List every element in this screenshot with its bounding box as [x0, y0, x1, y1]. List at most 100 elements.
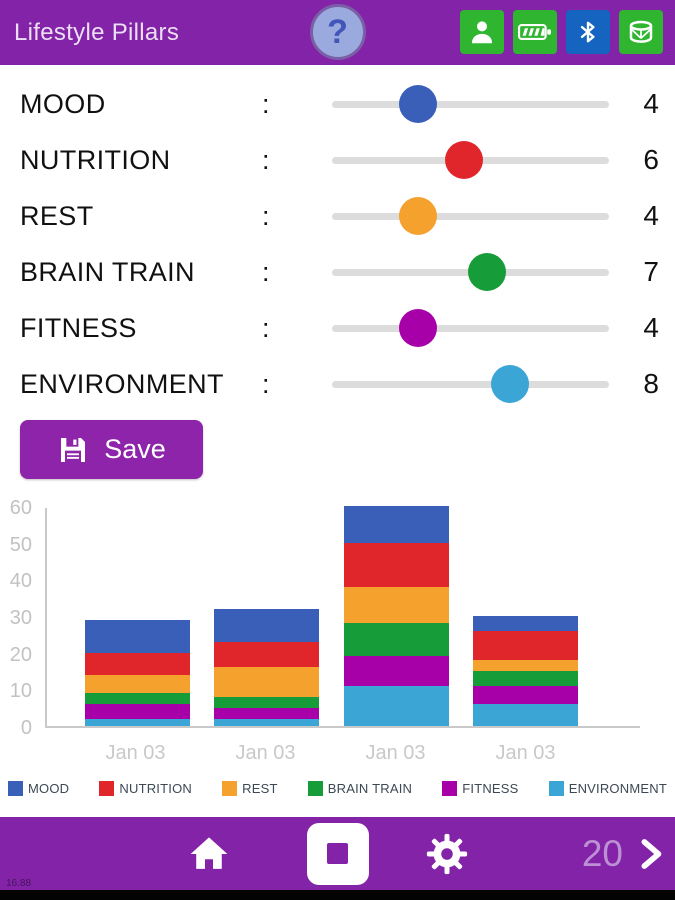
x-tick-label: Jan 03 [105, 742, 166, 764]
y-tick-label: 30 [9, 607, 32, 629]
home-icon [190, 836, 228, 869]
brain-train-slider-track[interactable] [332, 253, 609, 291]
bar-segment-environment [343, 685, 449, 726]
save-button-label: Save [104, 434, 166, 464]
y-tick-label: 40 [9, 570, 32, 593]
legend-swatch [307, 781, 323, 796]
x-tick-label: Jan 03 [365, 742, 426, 764]
bar-segment-fitness [214, 707, 320, 719]
bar-segment-rest [85, 674, 190, 694]
status-icon-group [460, 10, 663, 54]
header: Lifestyle Pillars ? [0, 0, 675, 65]
stop-square-icon [327, 843, 348, 864]
brain-train-label: BRAIN TRAIN [20, 256, 195, 287]
legend-label: NUTRITION [119, 781, 192, 796]
separator: : [262, 200, 270, 231]
brain-train-slider-knob[interactable] [468, 253, 506, 291]
y-tick-label: 20 [9, 643, 32, 666]
mood-value: 4 [643, 88, 659, 119]
chart-legend: MOOD NUTRITION REST BRAIN TRAIN FITNESS ENVIR… [0, 781, 675, 796]
fitness-slider-knob[interactable] [399, 309, 437, 347]
stacked-bar [343, 506, 449, 726]
bar-segment-brain-train [343, 623, 449, 657]
legend-item: BRAIN TRAIN [307, 781, 412, 796]
bar-segment-environment [472, 704, 578, 726]
separator: : [262, 312, 270, 343]
legend-item: MOOD [8, 781, 69, 796]
nutrition-slider-knob[interactable] [445, 141, 483, 179]
legend-item: FITNESS [442, 781, 518, 796]
save-button[interactable]: Save [20, 420, 203, 479]
bar-segment-brain-train [472, 671, 578, 686]
y-tick-label: 0 [20, 717, 32, 739]
separator: : [262, 256, 270, 287]
slider-row-mood: MOOD : 4 [0, 76, 675, 132]
mood-label: MOOD [20, 88, 106, 119]
separator: : [262, 88, 270, 119]
legend-item: ENVIRONMENT [548, 781, 667, 796]
bar-segment-fitness [85, 704, 190, 719]
legend-swatch [442, 781, 458, 796]
legend-label: MOOD [28, 781, 70, 796]
nutrition-value: 6 [643, 144, 659, 175]
nutrition-slider-track[interactable] [332, 141, 609, 179]
stacked-bar [85, 619, 190, 726]
legend-swatch [8, 781, 23, 796]
chevron-right-icon [641, 838, 662, 869]
bar-segment-rest [472, 660, 578, 672]
legend-label: FITNESS [462, 781, 519, 796]
slider-row-nutrition: NUTRITION : 6 [0, 132, 675, 188]
next-button[interactable] [633, 835, 667, 873]
bar-segment-rest [214, 667, 320, 697]
user-icon[interactable] [460, 10, 504, 54]
fitness-label: FITNESS [20, 312, 137, 343]
slider-row-rest: REST : 4 [0, 188, 675, 244]
page-title: Lifestyle Pillars [14, 18, 180, 46]
bar-segment-brain-train [85, 693, 190, 705]
mood-slider-knob[interactable] [399, 85, 437, 123]
environment-slider-knob[interactable] [491, 365, 529, 403]
home-button[interactable] [188, 833, 230, 875]
separator: : [262, 144, 270, 175]
user-glyph [472, 21, 492, 44]
bluetooth-glyph [580, 21, 595, 43]
legend-label: ENVIRONMENT [568, 781, 667, 796]
drum-icon[interactable] [619, 10, 663, 54]
gear-icon [426, 833, 468, 874]
debug-number: 16.88 [6, 878, 32, 889]
bar-segment-fitness [343, 656, 449, 686]
slider-row-brain-train: BRAIN TRAIN : 7 [0, 244, 675, 300]
slider-row-fitness: FITNESS : 4 [0, 300, 675, 356]
stacked-bar [472, 616, 578, 726]
bar-segment-fitness [472, 685, 578, 704]
bar-segment-environment [214, 718, 320, 726]
rest-slider-track[interactable] [332, 197, 609, 235]
bar-segment-rest [343, 586, 449, 624]
bottom-system-bar [0, 890, 675, 900]
legend-label: REST [242, 781, 278, 796]
y-tick-label: 50 [9, 533, 32, 556]
battery-icon[interactable] [513, 10, 557, 54]
environment-label: ENVIRONMENT [20, 368, 224, 399]
pillar-slider-list: MOOD : 4 NUTRITION : 6 REST : [0, 76, 675, 412]
rest-slider-knob[interactable] [399, 197, 437, 235]
page-counter: 20 [581, 832, 623, 874]
rest-value: 4 [643, 200, 659, 231]
help-button[interactable]: ? [309, 4, 366, 60]
mood-slider-track[interactable] [332, 85, 609, 123]
stop-button[interactable] [306, 822, 369, 885]
legend-swatch [222, 781, 238, 796]
environment-slider-track[interactable] [332, 365, 609, 403]
bar-segment-mood [85, 619, 190, 653]
environment-value: 8 [643, 368, 659, 399]
legend-swatch [548, 781, 564, 796]
bar-segment-nutrition [214, 641, 320, 668]
settings-button[interactable] [424, 831, 470, 877]
plot-area [45, 506, 640, 728]
legend-item: NUTRITION [99, 781, 192, 796]
legend-item: REST [222, 781, 277, 796]
history-stacked-bar-chart: 0 10 20 30 40 50 60 Jan 03 Jan 03 Jan 03 Jan 03 M… [0, 497, 675, 810]
fitness-slider-track[interactable] [332, 309, 609, 347]
bluetooth-icon[interactable] [566, 10, 610, 54]
